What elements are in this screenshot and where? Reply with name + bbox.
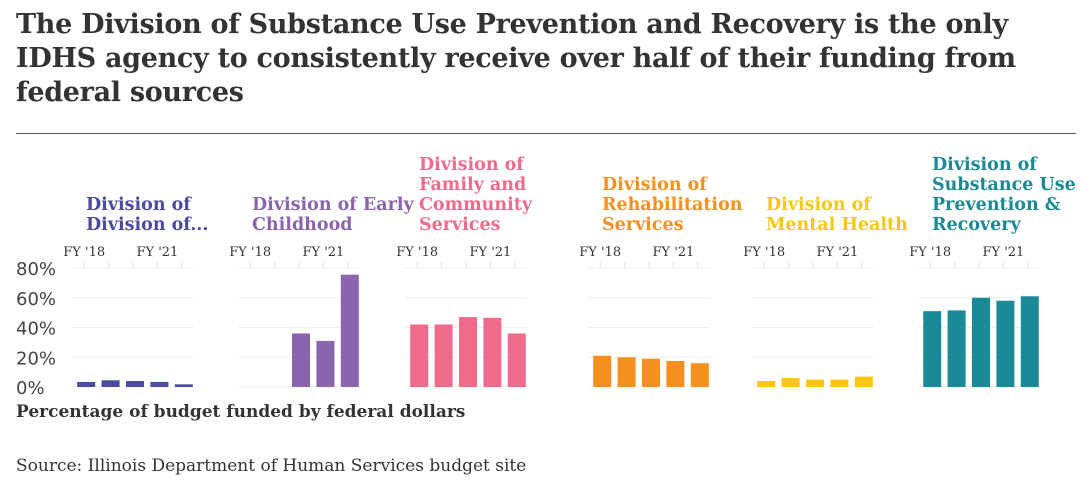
panel-title: Division of Family and Community Service… — [419, 155, 532, 235]
panel-title: Division of Division of... — [86, 195, 209, 235]
y-tick-label: 0% — [16, 378, 45, 399]
bar — [781, 378, 800, 387]
bar — [666, 360, 685, 387]
bar — [483, 317, 502, 387]
source-note: Source: Illinois Department of Human Ser… — [16, 456, 527, 476]
x-tick-label: FY '18 — [579, 245, 621, 260]
panel-title: Division of Early Childhood — [252, 195, 414, 235]
panel-title: Division of Substance Use Prevention & R… — [932, 155, 1076, 235]
bar — [459, 317, 477, 387]
y-tick-label: 80% — [16, 259, 56, 280]
x-tick-label: FY '21 — [982, 245, 1024, 260]
x-tick-label: FY '21 — [816, 245, 858, 260]
bar — [101, 380, 120, 387]
bar — [854, 376, 873, 387]
bar — [923, 311, 942, 387]
x-tick-label: FY '18 — [229, 245, 271, 260]
x-tick-label: FY '18 — [396, 245, 438, 260]
y-tick-label: 60% — [16, 289, 56, 310]
bar — [410, 324, 429, 387]
x-tick-label: FY '21 — [136, 245, 178, 260]
bar — [972, 297, 990, 387]
bar — [150, 381, 169, 387]
bar — [316, 340, 335, 387]
x-tick-label: FY '21 — [469, 245, 511, 260]
bar — [806, 379, 824, 387]
y-tick-label: 40% — [16, 319, 56, 340]
x-tick-label: FY '18 — [909, 245, 951, 260]
chart-title: The Division of Substance Use Prevention… — [16, 9, 1016, 108]
bar — [996, 300, 1015, 387]
bar — [757, 381, 776, 387]
bar — [174, 384, 193, 387]
bar — [617, 357, 636, 387]
y-tick-label: 20% — [16, 348, 56, 369]
bar — [126, 381, 144, 387]
title-divider — [16, 133, 1076, 134]
bar — [77, 381, 96, 387]
bar — [507, 333, 526, 387]
bar — [434, 324, 453, 387]
y-axis-label: Percentage of budget funded by federal d… — [16, 402, 466, 422]
x-tick-label: FY '18 — [743, 245, 785, 260]
bar — [642, 358, 660, 387]
bar — [593, 355, 612, 387]
x-tick-label: FY '21 — [652, 245, 694, 260]
panel-title: Division of Mental Health — [766, 195, 908, 235]
bar — [947, 310, 966, 387]
bar — [292, 333, 310, 387]
bar — [340, 274, 359, 387]
panel-title: Division of Rehabilitation Services — [602, 175, 743, 235]
bar — [1020, 296, 1039, 387]
x-tick-label: FY '21 — [302, 245, 344, 260]
bar — [690, 363, 709, 387]
x-tick-label: FY '18 — [63, 245, 105, 260]
bar — [830, 379, 849, 387]
